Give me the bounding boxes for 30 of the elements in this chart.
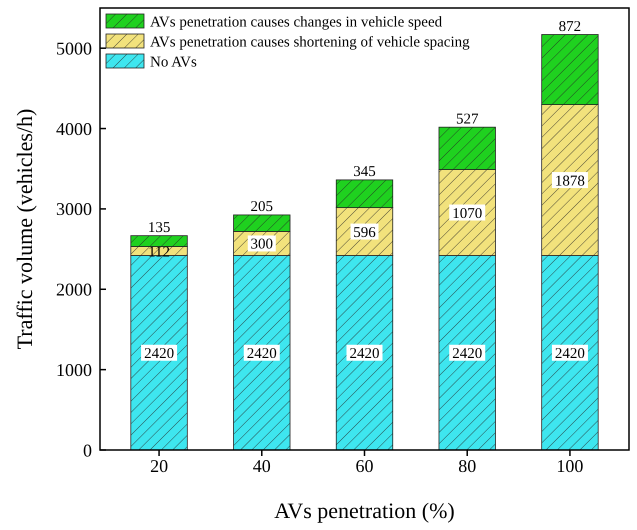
legend-label: No AVs [150,54,197,70]
y-tick-label: 2000 [56,280,92,300]
data-label: 527 [456,111,479,128]
y-tick-label: 1000 [56,360,92,380]
legend-label: AVs penetration causes shortening of vehicle spacing [150,34,470,50]
x-axis-title: AVs penetration (%) [274,498,455,523]
data-label: 205 [250,199,274,216]
x-tick-label: 40 [252,456,271,476]
x-tick-label: 80 [458,456,476,476]
x-tick-label: 100 [556,456,584,476]
y-tick-label: 4000 [56,118,92,139]
y-tick-label: 5000 [56,38,92,58]
data-label: 2420 [554,346,585,362]
data-label: 596 [353,224,376,241]
x-tick-label: 20 [150,456,168,476]
x-tick-label: 60 [356,456,374,476]
data-label: 135 [148,220,170,236]
data-label: 300 [250,236,274,253]
data-label: 2420 [246,346,277,362]
data-label: 345 [353,164,376,180]
data-label: 1878 [554,173,585,190]
data-label: 2420 [144,346,174,362]
y-tick-label: 0 [83,440,92,460]
y-axis-title: Traffic volume (vehicles/h) [12,108,37,350]
y-tick-label: 3000 [56,199,92,220]
legend-label: AVs penetration causes changes in vehicle speed [150,14,443,30]
data-label: 1070 [452,206,482,222]
data-label: 2420 [452,346,482,362]
data-label: 2420 [350,346,380,362]
data-label: 872 [558,18,582,35]
